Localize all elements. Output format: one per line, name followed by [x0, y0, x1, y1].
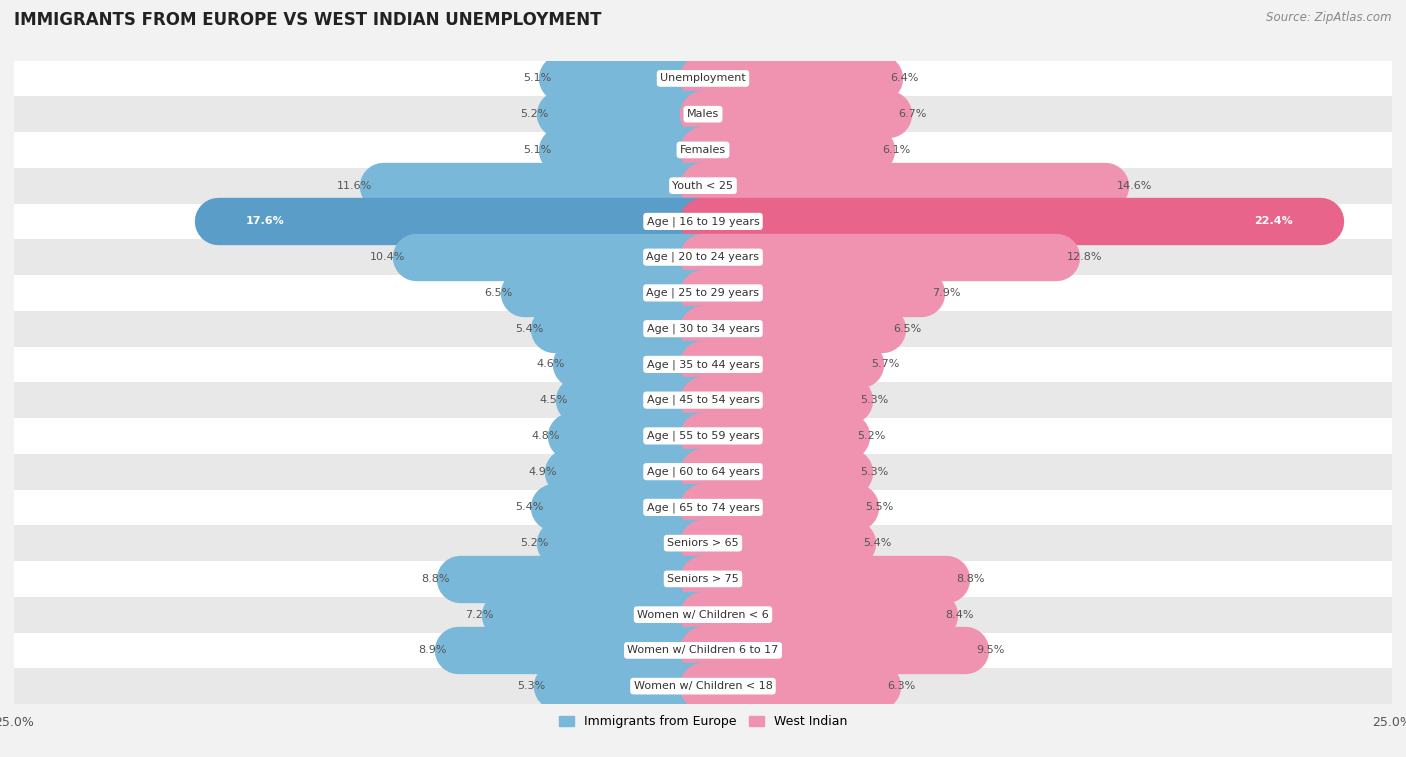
- Text: 5.3%: 5.3%: [860, 466, 889, 477]
- Text: Age | 16 to 19 years: Age | 16 to 19 years: [647, 217, 759, 226]
- Bar: [14, 239, 1392, 275]
- Text: 8.8%: 8.8%: [956, 574, 986, 584]
- Bar: [14, 382, 1392, 418]
- Bar: [14, 311, 1392, 347]
- Bar: [14, 275, 1392, 311]
- Text: 5.3%: 5.3%: [860, 395, 889, 405]
- Bar: [14, 597, 1392, 633]
- Text: Seniors > 65: Seniors > 65: [668, 538, 738, 548]
- Text: Age | 45 to 54 years: Age | 45 to 54 years: [647, 395, 759, 406]
- Bar: [14, 168, 1392, 204]
- Text: 7.9%: 7.9%: [932, 288, 960, 298]
- Text: 6.3%: 6.3%: [887, 681, 915, 691]
- Text: Youth < 25: Youth < 25: [672, 181, 734, 191]
- Bar: [14, 96, 1392, 132]
- Text: Women w/ Children 6 to 17: Women w/ Children 6 to 17: [627, 646, 779, 656]
- Bar: [14, 490, 1392, 525]
- Bar: [14, 453, 1392, 490]
- Bar: [14, 132, 1392, 168]
- Text: Males: Males: [688, 109, 718, 119]
- Bar: [14, 561, 1392, 597]
- Text: Age | 25 to 29 years: Age | 25 to 29 years: [647, 288, 759, 298]
- Text: Age | 60 to 64 years: Age | 60 to 64 years: [647, 466, 759, 477]
- Text: 11.6%: 11.6%: [337, 181, 373, 191]
- Bar: [14, 668, 1392, 704]
- Text: 4.9%: 4.9%: [529, 466, 557, 477]
- Bar: [14, 525, 1392, 561]
- Text: 4.5%: 4.5%: [540, 395, 568, 405]
- Bar: [14, 418, 1392, 453]
- Text: 5.2%: 5.2%: [858, 431, 886, 441]
- Text: Women w/ Children < 6: Women w/ Children < 6: [637, 609, 769, 620]
- Text: Seniors > 75: Seniors > 75: [666, 574, 740, 584]
- Text: 12.8%: 12.8%: [1067, 252, 1102, 262]
- Text: Age | 35 to 44 years: Age | 35 to 44 years: [647, 359, 759, 369]
- Bar: [14, 347, 1392, 382]
- Bar: [14, 633, 1392, 668]
- Text: 6.1%: 6.1%: [882, 145, 910, 155]
- Bar: [14, 61, 1392, 96]
- Text: 8.9%: 8.9%: [418, 646, 447, 656]
- Text: 5.5%: 5.5%: [866, 503, 894, 512]
- Text: Age | 65 to 74 years: Age | 65 to 74 years: [647, 502, 759, 512]
- Text: 6.4%: 6.4%: [890, 73, 918, 83]
- Text: 7.2%: 7.2%: [465, 609, 494, 620]
- Text: 8.8%: 8.8%: [420, 574, 450, 584]
- Bar: [14, 204, 1392, 239]
- Text: 4.6%: 4.6%: [537, 360, 565, 369]
- Text: 5.2%: 5.2%: [520, 538, 548, 548]
- Text: 5.4%: 5.4%: [515, 324, 543, 334]
- Text: 6.7%: 6.7%: [898, 109, 927, 119]
- Text: 22.4%: 22.4%: [1254, 217, 1292, 226]
- Text: 9.5%: 9.5%: [976, 646, 1004, 656]
- Text: 10.4%: 10.4%: [370, 252, 405, 262]
- Text: 5.3%: 5.3%: [517, 681, 546, 691]
- Text: Unemployment: Unemployment: [661, 73, 745, 83]
- Text: Females: Females: [681, 145, 725, 155]
- Text: Age | 55 to 59 years: Age | 55 to 59 years: [647, 431, 759, 441]
- Text: Source: ZipAtlas.com: Source: ZipAtlas.com: [1267, 11, 1392, 24]
- Text: Age | 30 to 34 years: Age | 30 to 34 years: [647, 323, 759, 334]
- Text: 6.5%: 6.5%: [485, 288, 513, 298]
- Text: 8.4%: 8.4%: [945, 609, 974, 620]
- Text: 14.6%: 14.6%: [1116, 181, 1152, 191]
- Text: 5.7%: 5.7%: [872, 360, 900, 369]
- Text: 17.6%: 17.6%: [246, 217, 284, 226]
- Text: Age | 20 to 24 years: Age | 20 to 24 years: [647, 252, 759, 263]
- Text: Women w/ Children < 18: Women w/ Children < 18: [634, 681, 772, 691]
- Text: 5.4%: 5.4%: [863, 538, 891, 548]
- Text: IMMIGRANTS FROM EUROPE VS WEST INDIAN UNEMPLOYMENT: IMMIGRANTS FROM EUROPE VS WEST INDIAN UN…: [14, 11, 602, 30]
- Text: 5.4%: 5.4%: [515, 503, 543, 512]
- Legend: Immigrants from Europe, West Indian: Immigrants from Europe, West Indian: [554, 710, 852, 733]
- Text: 6.5%: 6.5%: [893, 324, 921, 334]
- Text: 5.1%: 5.1%: [523, 145, 551, 155]
- Text: 5.2%: 5.2%: [520, 109, 548, 119]
- Text: 4.8%: 4.8%: [531, 431, 560, 441]
- Text: 5.1%: 5.1%: [523, 73, 551, 83]
